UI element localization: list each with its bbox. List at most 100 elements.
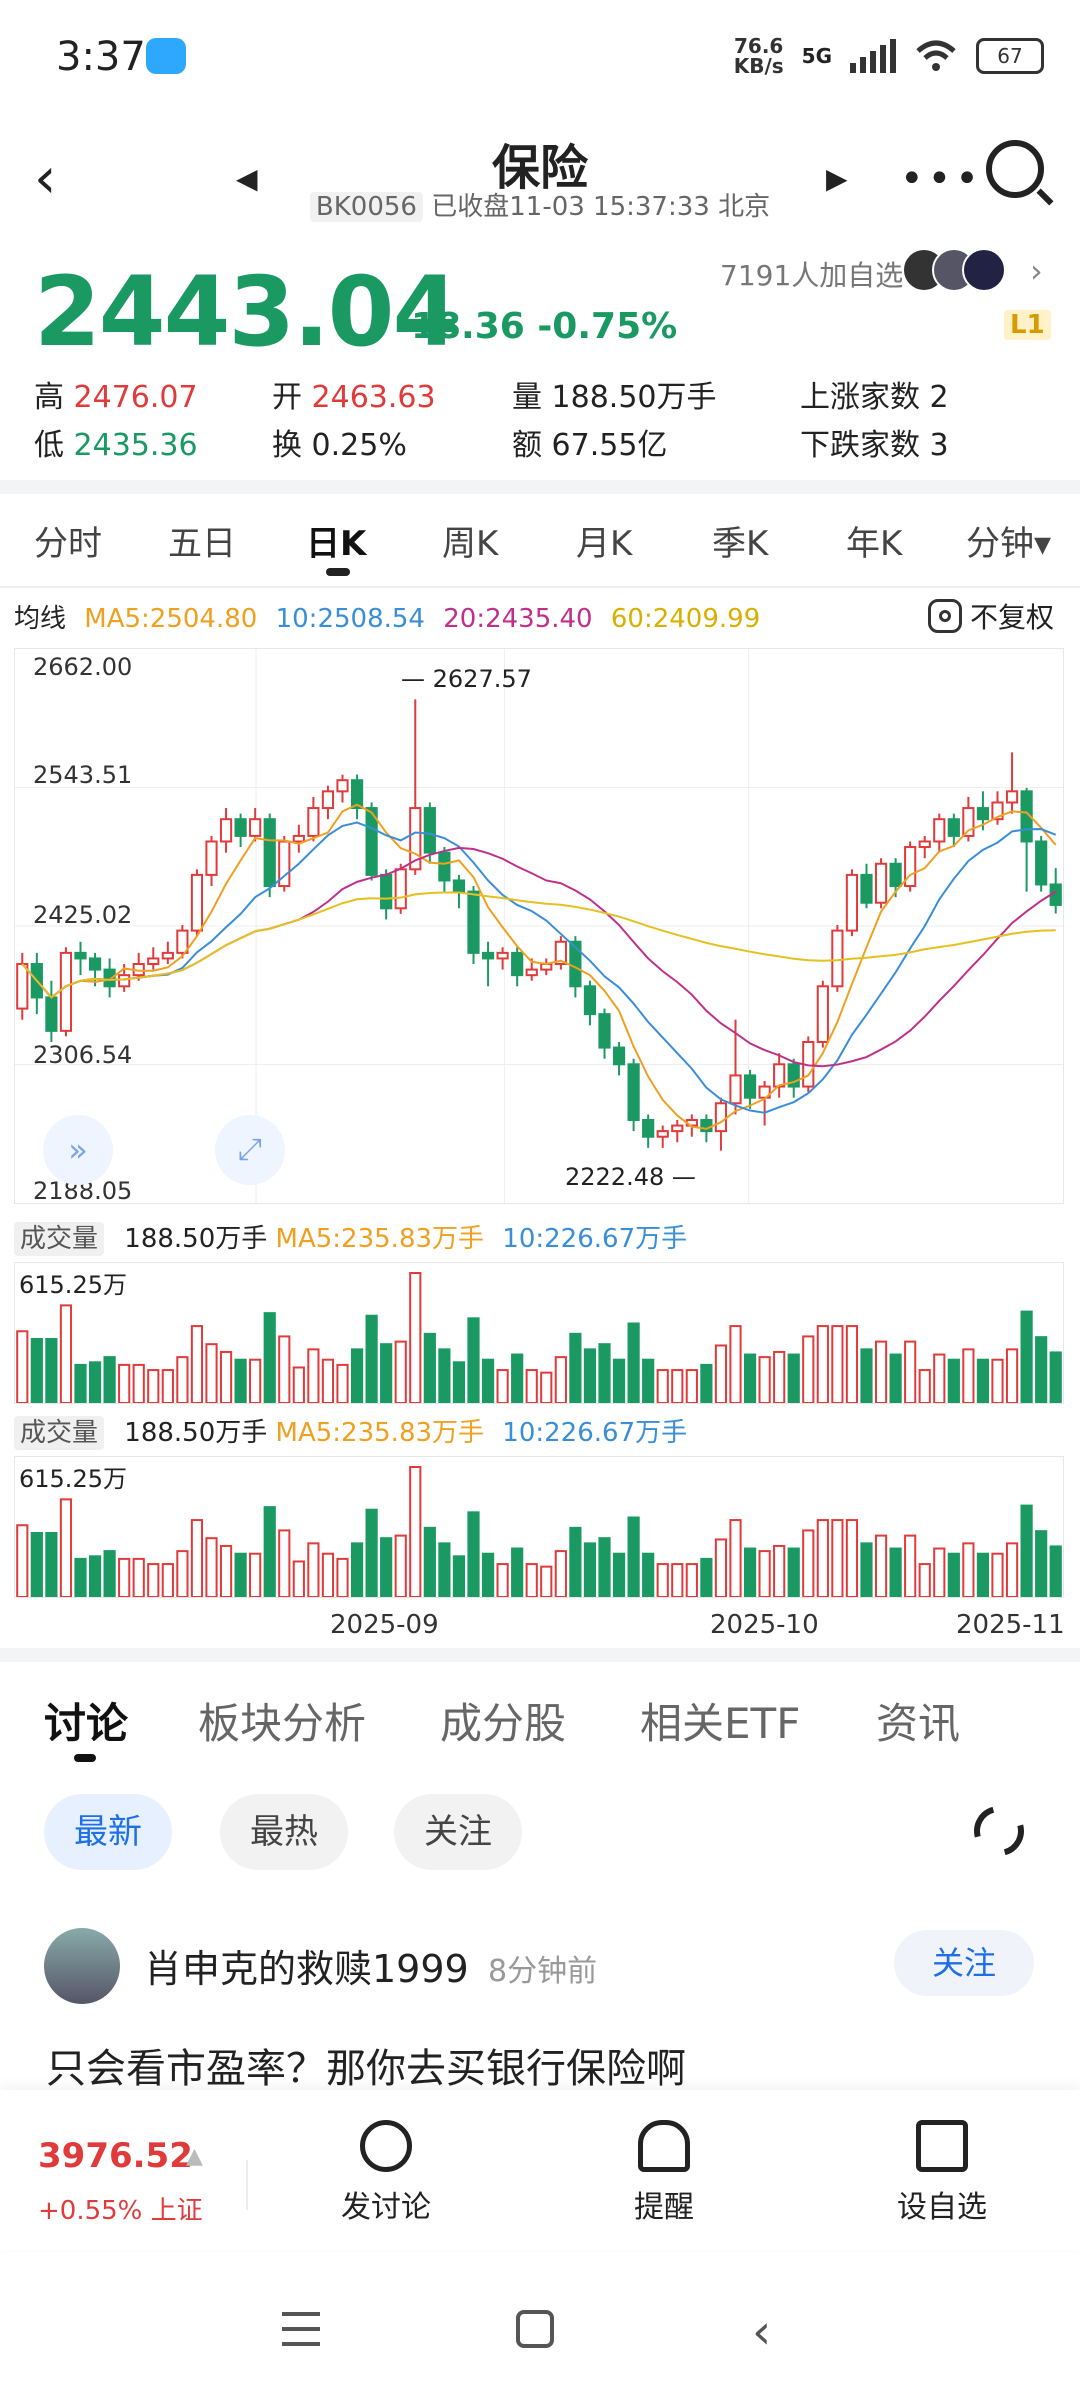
candle: [874, 862, 888, 904]
candle: [656, 1130, 669, 1138]
candle: [627, 1063, 640, 1121]
post-username[interactable]: 肖申克的救赎1999: [144, 1947, 469, 1991]
volume-bar: [700, 1557, 713, 1597]
tab-monthly-k[interactable]: 月K: [576, 524, 633, 564]
candle: [176, 929, 189, 954]
candle: [59, 951, 73, 1032]
volume-bar: [685, 1563, 698, 1597]
volume-legend[interactable]: 成交量 188.50万手 MA5:235.83万手 10:226.67万手: [14, 1412, 687, 1450]
volume-bar: [147, 1369, 160, 1403]
volume-bar: [831, 1519, 844, 1597]
volume-legend[interactable]: 成交量 188.50万手 MA5:235.83万手 10:226.67万手: [14, 1218, 687, 1256]
turnover-value: 0.25%: [311, 428, 407, 463]
tab-weekly-k[interactable]: 周K: [442, 524, 499, 564]
discussion-tabs: 讨论 板块分析 成分股 相关ETF 资讯: [0, 1690, 1080, 1770]
avatar[interactable]: [44, 1928, 120, 2004]
tab-sector-analysis[interactable]: 板块分析: [198, 1699, 367, 1748]
adjust-toggle[interactable]: 不复权: [927, 596, 1054, 636]
candle: [452, 879, 466, 893]
tab-yearly-k[interactable]: 年K: [846, 524, 903, 564]
next-sector-icon[interactable]: ▶: [826, 162, 848, 195]
index-value[interactable]: 3976.52: [38, 2136, 193, 2176]
ma10-line: [21, 821, 1057, 1114]
post-discussion-button[interactable]: 发讨论: [306, 2120, 466, 2226]
tab-related-etf[interactable]: 相关ETF: [640, 1699, 801, 1748]
ma20-value: 20:2435.40: [443, 604, 593, 634]
remind-button[interactable]: 提醒: [584, 2120, 744, 2226]
filter-latest[interactable]: 最新: [44, 1794, 172, 1870]
candle: [423, 807, 436, 854]
search-icon[interactable]: [986, 140, 1044, 198]
divider: [246, 2160, 248, 2210]
y-tick: 2543.51: [33, 761, 133, 789]
ma10-value: 10:2508.54: [275, 604, 425, 634]
add-watchlist-button[interactable]: 设自选: [862, 2120, 1022, 2226]
volume-bar: [409, 1466, 422, 1597]
more-icon[interactable]: •••: [900, 156, 983, 202]
kline-chart[interactable]: 2662.00 2543.51 2425.02 2306.54 2188.05 …: [14, 648, 1064, 1205]
volume-bar: [569, 1332, 582, 1403]
home-icon[interactable]: [516, 2310, 554, 2348]
ma-legend[interactable]: 均线 MA5:2504.80 10:2508.54 20:2435.40 60:…: [14, 604, 761, 634]
open-value: 2463.63: [311, 380, 436, 415]
candle: [292, 834, 305, 843]
back-icon[interactable]: ‹: [34, 146, 57, 211]
prev-sector-icon[interactable]: ◀: [236, 162, 258, 195]
volume-bar: [205, 1343, 218, 1403]
chevron-right-icon[interactable]: ›: [1030, 252, 1043, 290]
volume-bar: [845, 1325, 859, 1403]
volume-bar: [1049, 1545, 1062, 1597]
y-tick: 2425.02: [33, 901, 133, 929]
volume-bar: [889, 1353, 902, 1403]
volume-chart[interactable]: 615.25万: [14, 1262, 1064, 1404]
nav-back-icon[interactable]: ‹: [752, 2304, 772, 2360]
volume-bar: [554, 1550, 567, 1597]
candle: [103, 968, 116, 988]
candle: [380, 873, 393, 910]
volume-bar: [845, 1519, 859, 1597]
tab-daily-k[interactable]: 日K: [306, 524, 367, 564]
volume-bar: [656, 1563, 669, 1597]
filter-following[interactable]: 关注: [394, 1794, 522, 1870]
volume-bar: [496, 1369, 509, 1403]
kline-tabs: 分时 五日 日K 周K 月K 季K 年K 分钟▾: [0, 500, 1080, 584]
refresh-icon[interactable]: [964, 1796, 1034, 1866]
tab-news[interactable]: 资讯: [876, 1699, 961, 1748]
volume-bar: [132, 1557, 145, 1597]
follower-avatars[interactable]: [902, 248, 1012, 292]
tab-discussion[interactable]: 讨论: [44, 1699, 129, 1748]
volume-bar: [511, 1547, 524, 1597]
candle: [350, 779, 364, 810]
vol-max-label: 615.25万: [19, 1465, 127, 1493]
menu-icon[interactable]: [282, 2312, 320, 2346]
post-content[interactable]: 只会看市盈率？那你去买银行保险啊: [46, 2046, 686, 2092]
follow-button[interactable]: 关注: [894, 1930, 1034, 1996]
filter-hot[interactable]: 最热: [220, 1794, 348, 1870]
tab-timeshare[interactable]: 分时: [34, 524, 102, 564]
volume-chart[interactable]: 615.25万: [14, 1456, 1064, 1598]
x-tick: 2025-11: [956, 1610, 1065, 1640]
tab-five-day[interactable]: 五日: [168, 524, 236, 564]
divider: [0, 1648, 1080, 1662]
volume-bar: [947, 1552, 960, 1597]
candle: [321, 790, 335, 810]
volume-bar: [45, 1338, 58, 1403]
fullscreen-icon[interactable]: ⤢: [215, 1115, 285, 1185]
volume-bar: [423, 1332, 436, 1403]
followers-count[interactable]: 7191人加自选: [720, 259, 904, 292]
volume-bar: [394, 1534, 407, 1597]
tab-minute[interactable]: 分钟▾: [966, 524, 1052, 564]
volume-bar: [947, 1358, 960, 1403]
volume-bar: [743, 1353, 757, 1403]
volume-bar: [1020, 1504, 1033, 1597]
candle: [481, 951, 495, 960]
tab-constituents[interactable]: 成分股: [440, 1699, 567, 1748]
volume-bar: [350, 1542, 364, 1597]
volume-bar: [991, 1358, 1004, 1403]
tab-quarterly-k[interactable]: 季K: [712, 524, 769, 564]
volume-bar: [598, 1343, 611, 1403]
volume-bar: [30, 1338, 43, 1403]
index-change[interactable]: +0.55% 上证: [38, 2196, 203, 2226]
expand-icon[interactable]: »: [43, 1115, 113, 1185]
level-badge[interactable]: L1: [1004, 310, 1051, 340]
